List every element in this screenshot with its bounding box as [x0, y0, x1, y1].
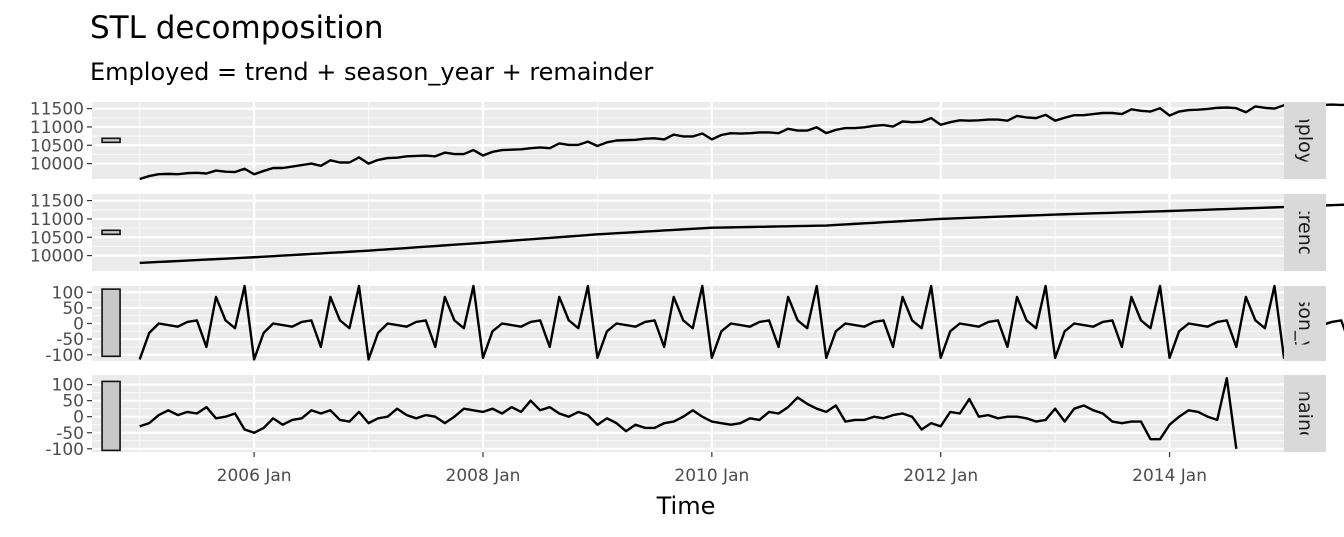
- series-line-remainder: [139, 377, 1238, 449]
- chart-subtitle: Employed = trend + season_year + remaind…: [90, 58, 653, 86]
- facet-strip: [1284, 102, 1326, 179]
- y-tick-label: 11500: [30, 100, 84, 120]
- x-tick-label: 2014 Jan: [1132, 466, 1207, 486]
- chart-title: STL decomposition: [90, 10, 384, 46]
- y-tick-label: 10000: [30, 155, 84, 175]
- x-tick-label: 2008 Jan: [446, 466, 521, 486]
- y-tick-label: -50: [56, 424, 84, 444]
- y-tick-label: 100: [52, 376, 84, 396]
- x-tick-label: 2010 Jan: [674, 466, 749, 486]
- y-tick-label: 11500: [30, 192, 84, 212]
- y-tick-label: -100: [45, 440, 84, 460]
- y-tick-label: 0: [73, 408, 84, 428]
- facet-strip-label: remainder: [1294, 364, 1316, 462]
- series-line-trend: [139, 203, 1344, 265]
- x-axis: 2006 Jan 2008 Jan 2010 Jan 2012 Jan 2014 Jan: [217, 452, 1207, 486]
- facet-strip-label: season_year: [1294, 264, 1316, 383]
- y-tick-label: 11000: [30, 210, 84, 230]
- y-tick-label: 11000: [30, 118, 84, 138]
- y-tick-label: 10500: [30, 136, 84, 156]
- y-tick-label: -50: [56, 330, 84, 350]
- x-tick-label: 2012 Jan: [903, 466, 978, 486]
- x-tick-label: 2006 Jan: [217, 466, 292, 486]
- facet-strip: [1284, 286, 1326, 361]
- y-tick-label: 50: [62, 392, 84, 412]
- y-tick-label: 50: [62, 299, 84, 319]
- scale-bar: [101, 288, 121, 358]
- series-line-Employed: [139, 103, 1344, 181]
- scale-bar: [101, 229, 121, 236]
- y-tick-label: 0: [73, 315, 84, 335]
- facet-strip-label: trend: [1294, 207, 1316, 258]
- facet-strip: [1284, 375, 1326, 452]
- y-tick-label: 100: [52, 283, 84, 303]
- y-tick-label: 10500: [30, 228, 84, 248]
- scale-bar: [101, 137, 121, 144]
- panel-background: [92, 194, 1284, 271]
- facet-strip: [1284, 194, 1326, 271]
- y-tick-label: 10000: [30, 247, 84, 267]
- scale-bar: [101, 380, 121, 452]
- y-tick-label: -100: [45, 346, 84, 366]
- series-line-season_year: [138, 284, 1344, 361]
- x-axis-title: Time: [656, 492, 716, 520]
- facet-strip-label: Employed: [1294, 93, 1316, 187]
